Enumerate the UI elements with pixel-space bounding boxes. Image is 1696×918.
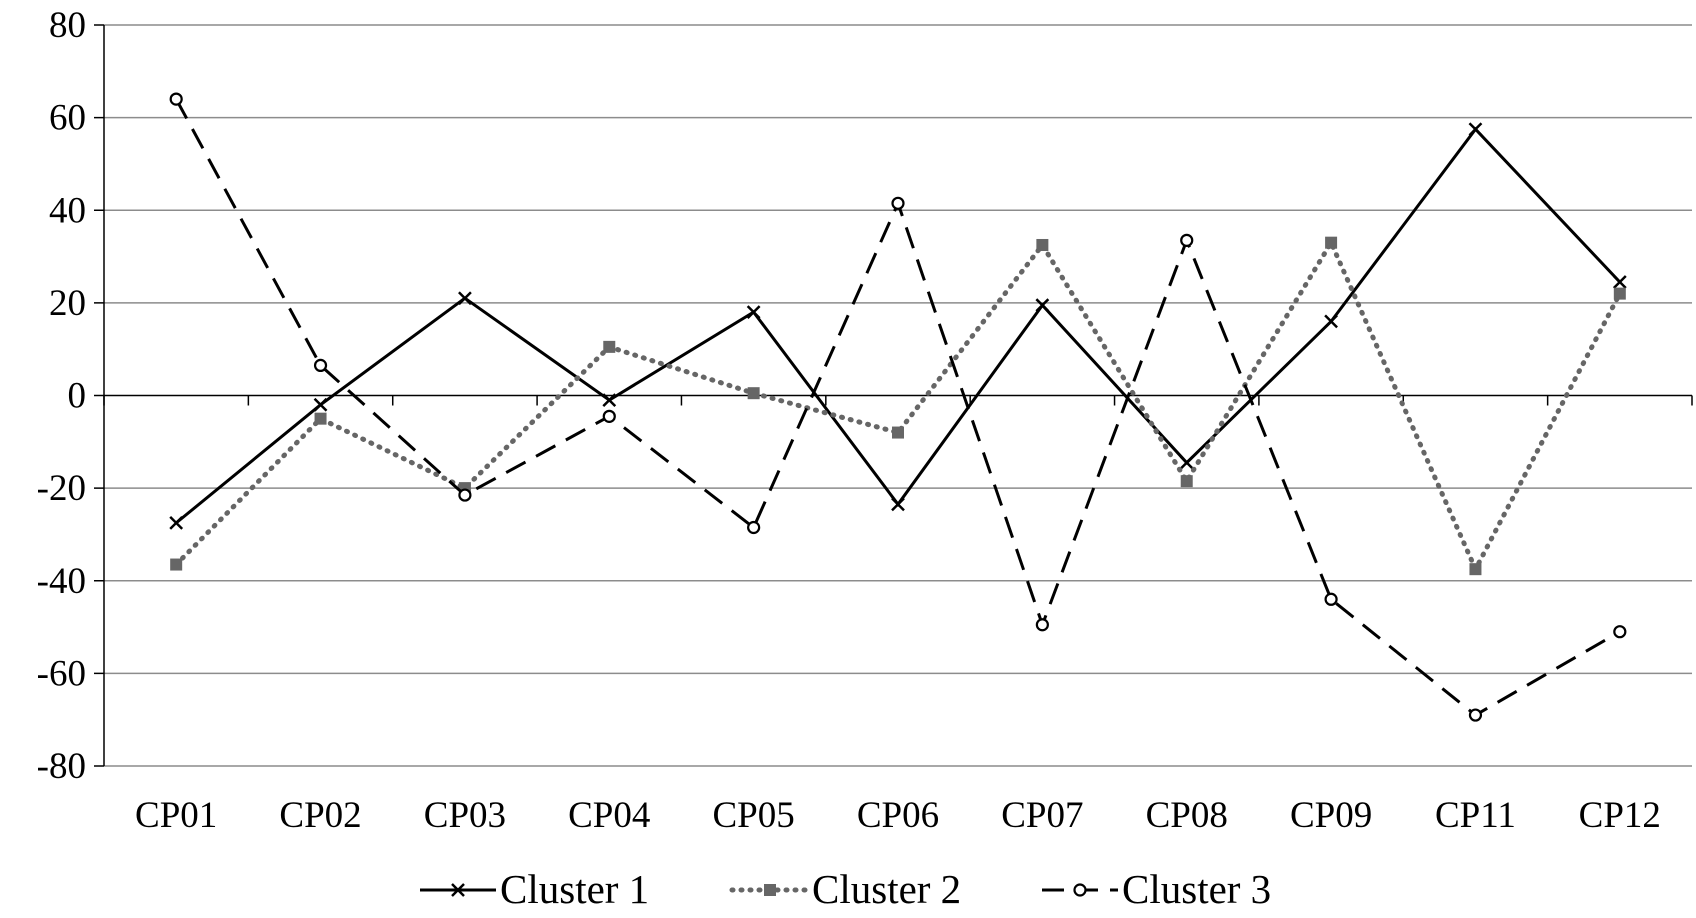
data-point-x-marker (169, 515, 184, 530)
x-tick-label: CP08 (1146, 795, 1228, 836)
x-tick-label: CP02 (279, 795, 361, 836)
axes: 80 60 40 20 0 -20 -40 -60 -80 CP01 CP02 CP03 CP04 CP0… (37, 5, 1693, 836)
data-point-circle-marker (747, 520, 761, 535)
series-line (174, 98, 1621, 717)
x-tick-label: CP01 (135, 795, 217, 836)
data-point-square-marker (1613, 287, 1626, 300)
data-point-circle-marker (313, 358, 328, 372)
series-1 (169, 122, 1627, 530)
data-point-square-marker (1036, 238, 1049, 251)
y-tick-label: -60 (37, 653, 86, 694)
legend-label: Cluster 2 (812, 866, 961, 912)
data-point-x-marker (1179, 455, 1194, 470)
legend-label: Cluster 1 (500, 866, 649, 912)
data-point-circle-marker (1180, 233, 1194, 247)
legend-label: Cluster 3 (1122, 866, 1271, 912)
data-point-circle-marker (1468, 708, 1483, 722)
x-tick-label: CP07 (1001, 795, 1083, 836)
x-tick-label: CP11 (1435, 795, 1516, 836)
y-tick-label: 20 (49, 283, 86, 324)
series-3 (169, 92, 1627, 722)
data-point-square-marker (1180, 475, 1193, 488)
data-point-x-marker (458, 291, 472, 306)
series-line (175, 126, 1621, 525)
series-lines (169, 92, 1627, 722)
data-point-square-marker (1469, 563, 1482, 576)
y-tick-label: 80 (49, 5, 86, 46)
data-point-x-marker (1468, 122, 1483, 137)
y-tick-label: -40 (37, 561, 86, 602)
data-point-circle-marker (1613, 625, 1627, 639)
legend-item: Cluster 3 (1042, 866, 1271, 912)
data-point-x-marker (746, 305, 761, 320)
x-tick-label: CP04 (568, 795, 650, 836)
data-point-circle-marker (891, 196, 905, 210)
data-point-x-marker (313, 397, 328, 412)
data-point-square-marker (314, 412, 327, 425)
data-point-circle-marker (458, 488, 472, 502)
x-tick-label: CP06 (857, 795, 939, 836)
data-point-x-marker (1324, 314, 1338, 329)
x-tick-label: CP05 (713, 795, 795, 836)
series-2 (170, 236, 1626, 576)
y-tick-label: 0 (68, 376, 87, 417)
data-point-x-marker (1035, 298, 1050, 313)
data-point-square-marker (892, 426, 904, 439)
gridlines (104, 24, 1692, 767)
data-point-square-marker (603, 340, 616, 353)
series-line (173, 237, 1623, 575)
data-point-circle-marker (1324, 592, 1338, 606)
data-point-square-marker (747, 387, 760, 400)
data-point-circle-marker (169, 92, 183, 106)
data-point-circle-marker (1035, 618, 1049, 632)
legend: Cluster 1 Cluster 2 Cluster 3 (420, 866, 1271, 912)
y-tick-label: 40 (49, 190, 86, 231)
data-point-square-marker (170, 558, 183, 571)
data-point-circle-marker (1073, 883, 1087, 897)
legend-item: Cluster 1 (420, 866, 649, 912)
data-point-x-marker (602, 393, 617, 408)
legend-item: Cluster 2 (729, 866, 961, 912)
x-tick-label: CP12 (1579, 795, 1661, 836)
y-tick-label: -20 (37, 468, 86, 509)
data-point-square-marker (1325, 236, 1338, 249)
x-tick-label: CP09 (1290, 795, 1372, 836)
data-point-x-marker (891, 497, 905, 512)
y-tick-label: -80 (37, 746, 86, 787)
x-tick-label: CP03 (424, 795, 506, 836)
y-tick-label: 60 (49, 98, 86, 139)
data-point-x-marker (1612, 275, 1627, 289)
data-point-x-marker (451, 883, 465, 897)
data-point-circle-marker (602, 409, 616, 423)
data-point-square-marker (764, 884, 776, 896)
